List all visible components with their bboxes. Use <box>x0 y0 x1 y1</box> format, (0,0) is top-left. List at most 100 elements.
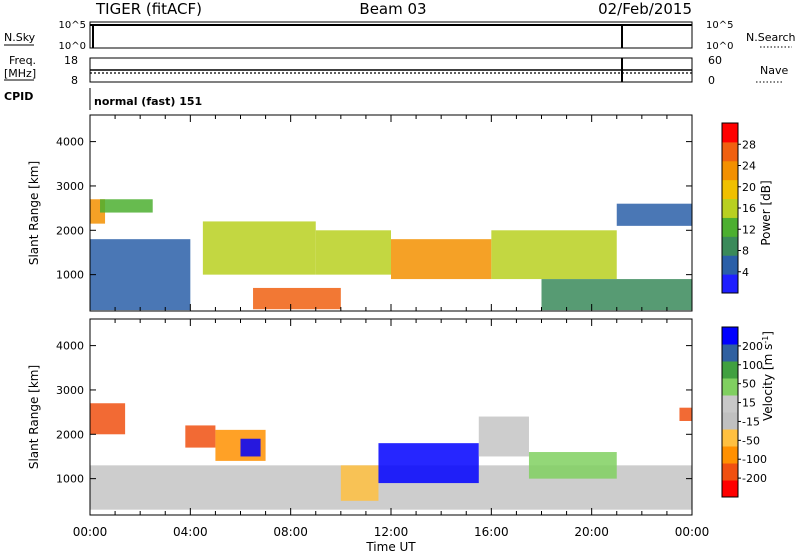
echo-region <box>391 239 492 280</box>
colorbar-tick-label: 15 <box>742 397 756 410</box>
x-tick-label: 04:00 <box>173 525 208 539</box>
colorbar-tick-label: 12 <box>742 223 756 236</box>
nsky-label: N.Sky <box>4 31 36 44</box>
beam-title: Beam 03 <box>359 0 426 18</box>
colorbar-cell <box>722 141 738 162</box>
colorbar-cell <box>722 179 738 200</box>
echo-region <box>616 203 692 226</box>
colorbar-cell <box>722 236 738 256</box>
freq-unit-label: [MHz] <box>4 67 36 80</box>
velocity-panel: 1000 2000 3000 4000 Slant Range [km] -200 -1… <box>27 318 776 554</box>
colorbar-tick-label: 28 <box>742 138 756 151</box>
colorbar-tick-label: -100 <box>742 453 767 466</box>
y-tick-label: 4000 <box>56 340 84 353</box>
colorbar-tick-label: 8 <box>742 245 749 258</box>
nsky-top-tick: 10^5 <box>59 20 86 31</box>
nsearch-top-tick: 10^5 <box>706 20 733 31</box>
nsky-strip: N.Sky 10^5 10^0 10^5 10^0 N.Search <box>4 20 796 52</box>
echo-region <box>340 465 379 501</box>
colorbar-frame <box>721 326 739 498</box>
echo-region <box>378 443 479 484</box>
velocity-colorbar-label-exp: -1 <box>761 336 770 344</box>
freq-label: Freq. <box>9 54 36 67</box>
echo-region <box>202 221 316 275</box>
velocity-ylabel: Slant Range [km] <box>27 365 41 469</box>
colorbar-cell <box>722 160 738 181</box>
x-tick-label: 20:00 <box>574 525 609 539</box>
colorbar-tick-label: 50 <box>742 378 756 391</box>
power-y-axis: 1000 2000 3000 4000 <box>56 136 692 282</box>
colorbar-cell <box>722 198 738 218</box>
colorbar-tick-label: 24 <box>742 160 756 173</box>
velocity-colorbar-label-close: ] <box>761 331 775 336</box>
power-plot-frame <box>89 114 693 312</box>
y-tick-label: 1000 <box>56 473 84 486</box>
power-ylabel: Slant Range [km] <box>27 161 41 265</box>
power-colorbar-label: Power [dB] <box>759 180 773 245</box>
y-tick-label: 1000 <box>56 269 84 282</box>
echo-region <box>185 425 216 448</box>
date-title: 02/Feb/2015 <box>598 0 692 18</box>
echo-region <box>679 407 692 421</box>
colorbar-cell <box>722 327 738 345</box>
velocity-colorbar-label-main: Velocity [m s <box>761 344 775 421</box>
colorbar-cell <box>722 446 738 464</box>
y-tick-label: 2000 <box>56 224 84 237</box>
colorbar-cell <box>722 255 738 275</box>
colorbar-cell <box>722 217 738 237</box>
colorbar-tick-label: 4 <box>742 266 749 279</box>
velocity-data <box>90 403 692 510</box>
y-tick-label: 3000 <box>56 180 84 193</box>
echo-region <box>240 438 261 457</box>
echo-region <box>253 287 341 310</box>
nsearch-bottom-tick: 10^0 <box>706 41 733 52</box>
echo-region <box>491 230 617 280</box>
echo-region <box>478 416 529 457</box>
colorbar-cell <box>722 463 738 481</box>
nave-bottom-tick: 0 <box>708 74 715 87</box>
echo-region <box>528 452 617 479</box>
cpid-strip: CPID normal (fast) 151 <box>4 88 202 110</box>
velocity-colorbar: -200 -100 -50 -15 15 50 100 200 <box>721 326 767 498</box>
velocity-y-axis: 1000 2000 3000 4000 <box>56 340 692 486</box>
colorbar-cell <box>722 412 738 430</box>
colorbar-cell <box>722 480 738 498</box>
echo-region <box>100 199 153 213</box>
power-data <box>90 199 692 311</box>
colorbar-cell <box>722 274 738 294</box>
x-tick-label: 00:00 <box>675 525 710 539</box>
time-axis-labels: 00:00 04:00 08:00 12:00 16:00 20:00 00:00 <box>73 525 710 539</box>
velocity-colorbar-label: Velocity [m s-1] <box>761 331 776 421</box>
freq-strip: Freq. [MHz] 18 8 60 0 Nave <box>4 54 788 87</box>
echo-region <box>541 279 692 311</box>
velocity-plot-frame <box>89 318 693 516</box>
echo-region <box>315 230 391 275</box>
colorbar-cell <box>722 123 738 143</box>
nave-label: Nave <box>760 64 788 77</box>
echo-region <box>90 239 191 311</box>
colorbar-tick-label: 100 <box>742 359 763 372</box>
y-tick-label: 4000 <box>56 136 84 149</box>
colorbar-tick-label: -200 <box>742 472 767 485</box>
nsky-trace <box>90 24 692 26</box>
time-axis-title: Time UT <box>365 540 416 554</box>
x-tick-label: 12:00 <box>374 525 409 539</box>
colorbar-tick-label: -50 <box>742 434 760 447</box>
nave-top-tick: 60 <box>708 54 722 67</box>
nsky-strip-frame <box>89 21 693 49</box>
y-tick-label: 2000 <box>56 428 84 441</box>
nsky-bottom-tick: 10^0 <box>59 41 86 52</box>
colorbar-tick-label: 200 <box>742 340 763 353</box>
colorbar-cell <box>722 361 738 379</box>
x-tick-label: 00:00 <box>73 525 108 539</box>
colorbar-cell <box>722 378 738 396</box>
freq-bottom-tick: 8 <box>71 74 78 87</box>
colorbar-cell <box>722 344 738 362</box>
power-panel: 1000 2000 3000 4000 Slant Range [km] 4 8 12 16… <box>27 114 773 312</box>
colorbar-tick-label: 20 <box>742 181 756 194</box>
cpid-value: normal (fast) 151 <box>94 95 202 108</box>
echo-region <box>90 403 126 435</box>
freq-top-tick: 18 <box>64 54 78 67</box>
power-colorbar: 4 8 12 16 20 24 28 <box>721 122 756 294</box>
